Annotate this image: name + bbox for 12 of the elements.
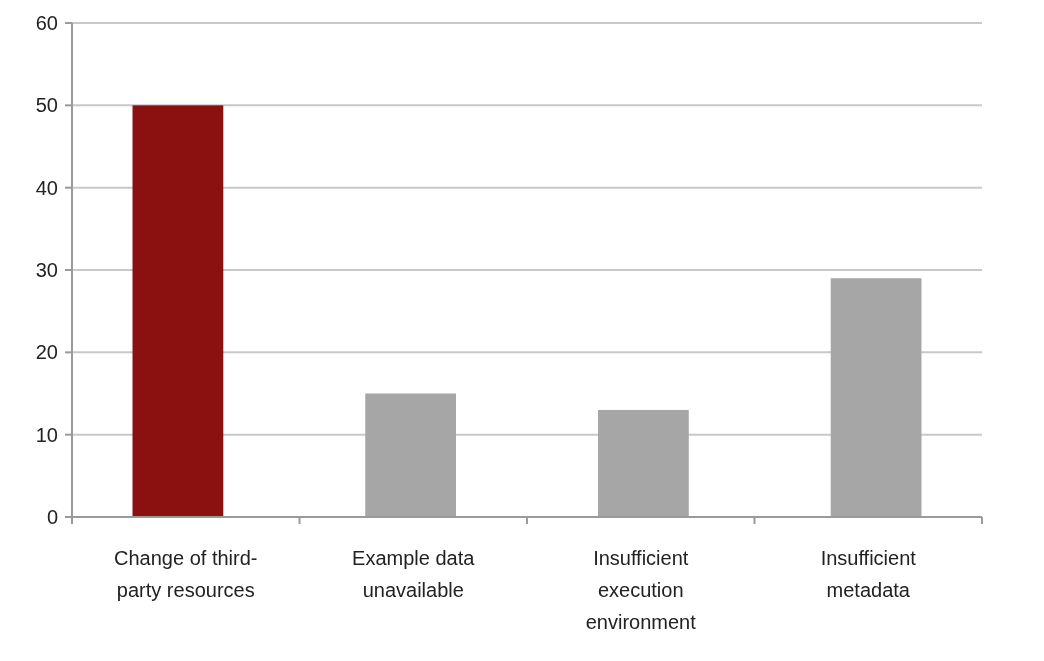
y-tick-label: 60 bbox=[35, 12, 58, 34]
x-tick-label: Insufficient metadata bbox=[820, 547, 917, 601]
x-tick-label: Example data unavailable bbox=[352, 547, 476, 601]
y-tick-label: 20 bbox=[35, 341, 58, 364]
x-tick-label: Insufficient execution environment bbox=[585, 547, 697, 633]
y-tick-label: 30 bbox=[35, 259, 58, 281]
y-tick-label: 50 bbox=[35, 94, 58, 117]
y-tick-label: 40 bbox=[35, 176, 58, 199]
y-tick-label: 10 bbox=[35, 423, 58, 446]
bar bbox=[132, 105, 224, 517]
x-tick-label: Change of third-party resources bbox=[114, 547, 258, 601]
y-tick-label: 0 bbox=[46, 506, 58, 528]
